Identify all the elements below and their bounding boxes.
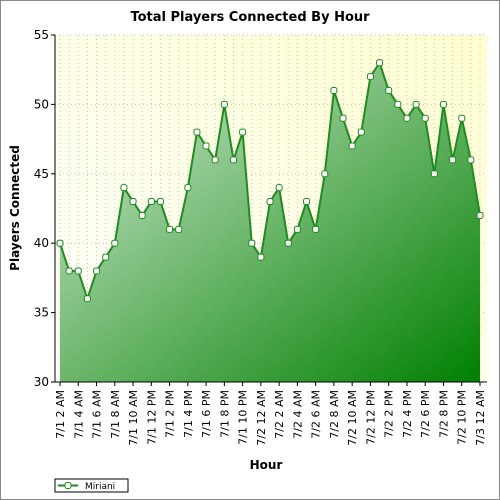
point [412, 100, 420, 108]
point [366, 73, 374, 81]
point [65, 267, 73, 275]
point [266, 198, 274, 206]
point [83, 295, 91, 303]
x-tick-label: 7/2 12 AM [255, 390, 268, 446]
x-tick-label: 7/2 12 PM [364, 390, 377, 445]
x-tick-label: 7/1 8 AM [109, 390, 122, 439]
point [403, 114, 411, 122]
y-tick-label: 50 [34, 97, 49, 111]
legend-marker [64, 482, 72, 489]
x-tick-label: 7/2 8 AM [328, 390, 341, 439]
x-tick-label: 7/1 10 PM [237, 390, 250, 445]
x-tick-label: 7/2 10 AM [346, 390, 359, 446]
x-tick-label: 7/1 6 AM [91, 390, 104, 439]
y-axis-title: Players Connected [8, 145, 22, 271]
point [385, 87, 393, 95]
x-tick-label: 7/2 10 PM [456, 390, 469, 445]
point [56, 239, 64, 247]
x-tick-label: 7/2 2 PM [383, 390, 396, 438]
point [129, 198, 137, 206]
point [193, 128, 201, 136]
x-tick-label: 7/2 8 PM [437, 390, 450, 438]
x-tick-label: 7/2 4 PM [401, 390, 414, 438]
x-tick-label: 7/1 2 AM [54, 390, 67, 439]
point [147, 198, 155, 206]
point [120, 184, 128, 192]
point [220, 100, 228, 108]
x-tick-label: 7/2 6 PM [419, 390, 432, 438]
x-tick-label: 7/2 2 AM [273, 390, 286, 439]
y-tick-label: 40 [34, 236, 49, 250]
x-tick-label: 7/1 2 PM [164, 390, 177, 438]
y-tick-label: 35 [34, 306, 49, 320]
point [239, 128, 247, 136]
point [93, 267, 101, 275]
legend-label: Miriani [85, 482, 115, 492]
x-tick-label: 7/1 8 PM [218, 390, 231, 438]
point [467, 156, 475, 164]
x-axis-title: Hour [250, 458, 283, 472]
chart-title: Total Players Connected By Hour [130, 10, 370, 25]
point [184, 184, 192, 192]
point [257, 253, 265, 261]
x-tick-label: 7/3 12 AM [474, 390, 487, 446]
point [166, 225, 174, 233]
point [102, 253, 110, 261]
x-tick-label: 7/2 4 AM [291, 390, 304, 439]
point [449, 156, 457, 164]
point [202, 142, 210, 150]
y-tick-label: 55 [34, 28, 49, 42]
point [321, 170, 329, 178]
point [303, 198, 311, 206]
point [430, 170, 438, 178]
point [476, 211, 484, 219]
point [138, 211, 146, 219]
point [439, 100, 447, 108]
point [357, 128, 365, 136]
point [376, 59, 384, 67]
x-tick-label: 7/1 4 PM [182, 390, 195, 438]
x-tick-label: 7/1 12 PM [145, 390, 158, 445]
point [348, 142, 356, 150]
x-tick-label: 7/1 10 AM [127, 390, 140, 446]
point [229, 156, 237, 164]
x-tick-label: 7/1 4 AM [72, 390, 85, 439]
area [60, 62, 480, 382]
point [394, 100, 402, 108]
point [421, 114, 429, 122]
point [74, 267, 82, 275]
point [312, 225, 320, 233]
point [248, 239, 256, 247]
x-tick-label: 7/2 6 AM [310, 390, 323, 439]
point [284, 239, 292, 247]
point [175, 225, 183, 233]
y-tick-label: 45 [34, 167, 49, 181]
x-tick-label: 7/1 6 PM [200, 390, 213, 438]
legend-box [54, 478, 129, 493]
point [156, 198, 164, 206]
y-tick-label: 30 [34, 375, 49, 389]
point [339, 114, 347, 122]
point [275, 184, 283, 192]
point [293, 225, 301, 233]
point [111, 239, 119, 247]
point [211, 156, 219, 164]
point [330, 87, 338, 95]
point [458, 114, 466, 122]
